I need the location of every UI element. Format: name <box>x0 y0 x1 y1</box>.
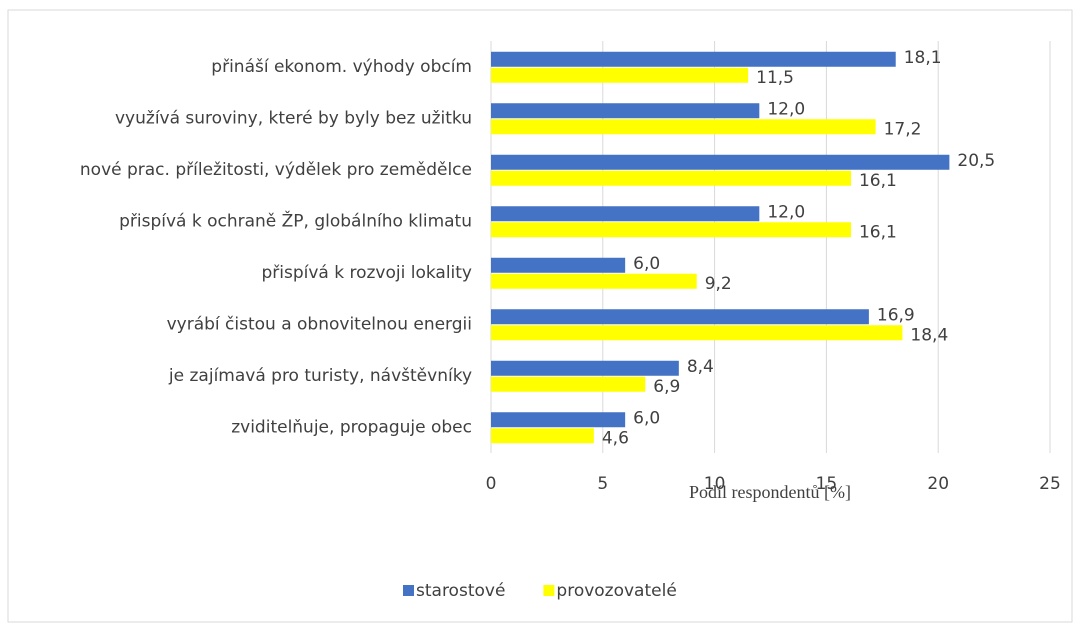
bar <box>491 154 950 170</box>
bar <box>491 206 760 222</box>
legend-label: provozovatelé <box>556 581 676 601</box>
x-tick-label: 0 <box>486 474 497 494</box>
y-tick-label: přináší ekonom. výhody obcím <box>211 57 472 77</box>
data-label: 9,2 <box>705 274 732 294</box>
x-tick-label: 15 <box>816 474 838 494</box>
y-tick-label: je zajímavá pro turisty, návštěvníky <box>168 366 472 386</box>
y-tick-label: zviditelňuje, propaguje obec <box>231 417 472 437</box>
legend-swatch <box>403 585 414 596</box>
data-label: 18,4 <box>910 325 948 345</box>
legend-label: starostové <box>416 581 505 601</box>
bar <box>491 67 749 83</box>
data-label: 11,5 <box>756 68 794 88</box>
data-label: 8,4 <box>687 357 714 377</box>
x-tick-label: 20 <box>927 474 949 494</box>
data-label: 6,0 <box>633 254 660 274</box>
x-tick-label: 10 <box>704 474 726 494</box>
data-label: 18,1 <box>904 48 942 68</box>
y-tick-label: přispívá k ochraně ŽP, globálního klimat… <box>119 209 472 231</box>
bar <box>491 273 697 289</box>
bar <box>491 360 679 376</box>
y-tick-label: využívá suroviny, které by byly bez užit… <box>115 108 472 128</box>
bar <box>491 103 760 119</box>
y-tick-label: vyrábí čistou a obnovitelnou energii <box>167 314 472 334</box>
bar <box>491 309 869 325</box>
data-label: 17,2 <box>884 119 922 139</box>
data-label: 6,9 <box>653 377 680 397</box>
x-tick-label: 5 <box>597 474 608 494</box>
x-tick-label: 25 <box>1039 474 1061 494</box>
bar <box>491 170 851 186</box>
bar <box>491 51 896 67</box>
bar <box>491 376 646 392</box>
data-label: 4,6 <box>602 428 629 448</box>
x-axis-title: Podíl respondentů [%] <box>689 482 851 502</box>
bar <box>491 257 626 273</box>
data-label: 16,1 <box>859 171 897 191</box>
bar <box>491 222 851 238</box>
bar <box>491 428 594 444</box>
data-label: 12,0 <box>767 99 805 119</box>
data-label: 6,0 <box>633 408 660 428</box>
bar <box>491 119 876 135</box>
y-tick-label: nové prac. příležitosti, výdělek pro zem… <box>80 160 472 180</box>
legend-swatch <box>543 585 555 596</box>
data-label: 12,0 <box>767 202 805 222</box>
data-label: 16,9 <box>877 305 915 325</box>
data-label: 20,5 <box>957 151 995 171</box>
data-label: 16,1 <box>859 222 897 242</box>
bar <box>491 412 626 428</box>
y-tick-label: přispívá k rozvoji lokality <box>261 263 472 283</box>
bar <box>491 325 903 341</box>
